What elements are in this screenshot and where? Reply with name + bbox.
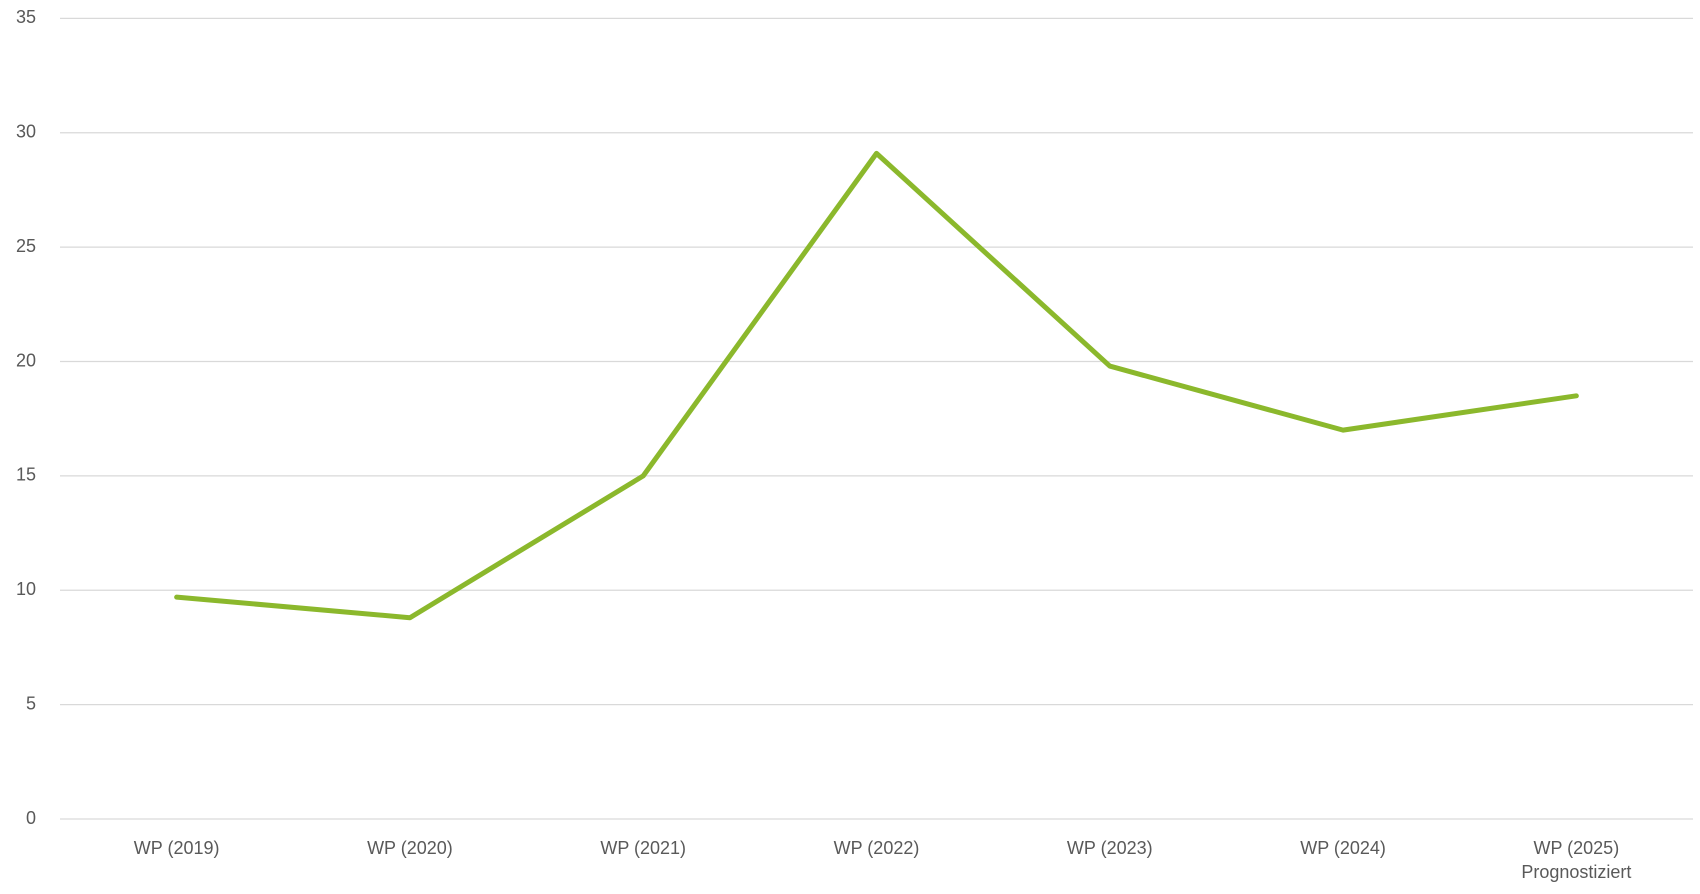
- y-tick-label: 15: [16, 465, 36, 485]
- y-tick-label: 5: [26, 693, 36, 713]
- x-tick-label: WP (2019): [133, 838, 220, 858]
- y-tick-label: 10: [16, 579, 36, 599]
- line-series: [174, 150, 1579, 621]
- y-tick-label: 35: [16, 7, 36, 27]
- y-tick-label: 20: [16, 350, 36, 370]
- y-tick-label: 0: [26, 808, 36, 828]
- x-tick-label: WP (2025) Prognostiziert: [1521, 838, 1632, 882]
- y-tick-label: 25: [16, 236, 36, 256]
- y-tick-label: 30: [16, 122, 36, 142]
- x-tick-label: WP (2021): [600, 838, 687, 858]
- x-tick-label: WP (2023): [1066, 838, 1153, 858]
- x-tick-label: WP (2020): [367, 838, 453, 858]
- x-tick-label: WP (2022): [833, 838, 920, 858]
- x-tick-label: WP (2024): [1300, 838, 1386, 858]
